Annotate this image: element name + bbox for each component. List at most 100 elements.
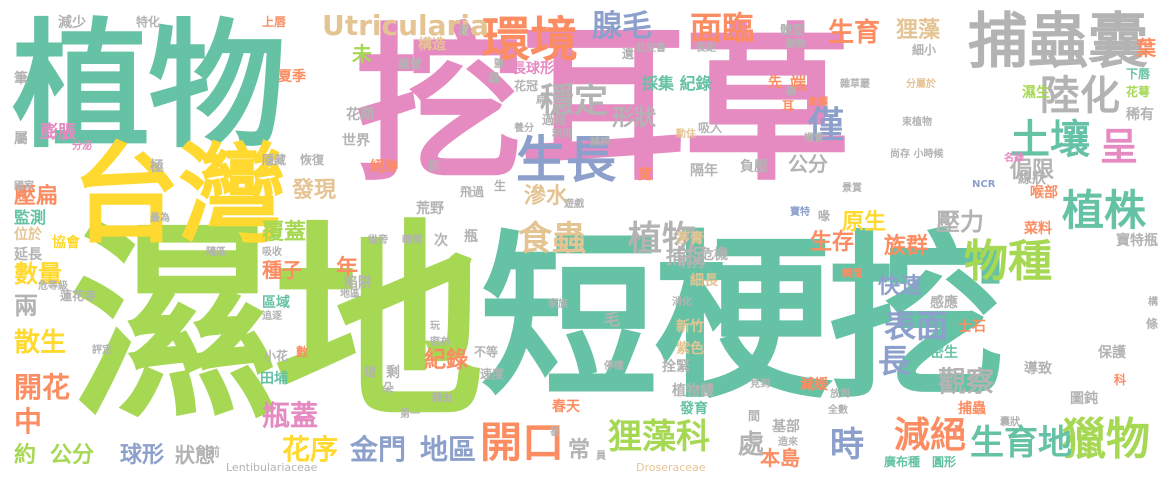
word: 從旁 [368, 235, 388, 246]
word: 覆蓋 [262, 220, 307, 245]
word: 常 [568, 438, 591, 463]
word: 蟲 [488, 71, 501, 85]
word: 隔年 [690, 163, 718, 179]
word: 動住 [676, 129, 696, 140]
word: 尚存 小時候 [890, 149, 944, 160]
word: 密生 [930, 345, 958, 361]
word: 面臨 [690, 9, 755, 47]
word: 採集 紀錄 [642, 74, 712, 93]
word: 細長 [690, 273, 718, 289]
word: 基部 [772, 419, 800, 435]
word: 恢復 [300, 153, 325, 167]
word: 喉部 [1030, 185, 1058, 201]
word: 喙 [818, 209, 831, 223]
word: 士石 [958, 319, 986, 335]
word: 未 [352, 42, 372, 66]
word: 瓶蓋 [262, 399, 319, 432]
word: 極 [150, 159, 164, 175]
word: 新竹 [676, 319, 704, 335]
word: 數 [296, 345, 309, 359]
word: 生育地 [970, 423, 1072, 463]
word: 狀態 [175, 443, 215, 467]
word: 下唇 [1126, 67, 1151, 81]
word: 利用 [552, 129, 572, 140]
word: 蓮花寺 [60, 289, 97, 303]
word: 最為 [150, 213, 170, 224]
word: 拴緊 [662, 359, 690, 375]
word: 機會 [804, 133, 824, 144]
word: 國家 [14, 181, 34, 192]
word: 土壤 [1010, 117, 1090, 163]
word: 地區 [420, 433, 477, 466]
word: 筆 [14, 71, 28, 87]
word: 不等 [474, 345, 499, 359]
word: 員 [596, 451, 606, 462]
word: 花萼 [1126, 85, 1151, 99]
word: 獵物 [1062, 414, 1150, 465]
word-large: 挖耳草 [355, 8, 851, 204]
word: 毛 [604, 310, 621, 329]
word: 紀錄 [424, 348, 469, 373]
word: 屬 [14, 131, 28, 147]
word: 壓力 [936, 208, 984, 236]
word: 鹽 [494, 59, 504, 70]
word: 吸收 [262, 247, 282, 258]
word: 端 [790, 74, 807, 93]
word: 扁 [536, 95, 546, 106]
word: 次 [434, 233, 448, 249]
word: 花期 [346, 107, 374, 123]
word: 圓形 [932, 455, 957, 469]
word: 長 [878, 342, 911, 380]
word: 寶特 [790, 207, 810, 218]
word: 約 [14, 443, 37, 468]
word: 協會 [52, 235, 80, 251]
word: 剩 [386, 365, 400, 381]
word: 春天 [552, 399, 580, 415]
word: 稀有 [1126, 107, 1154, 123]
word: 植物體 [672, 383, 714, 399]
word: 轉開 [402, 235, 422, 246]
word: 觀察 [938, 365, 995, 398]
word: 位於 [14, 227, 42, 243]
word: 侷限 [1010, 158, 1055, 183]
word: 延長 [14, 247, 42, 263]
word: 雜草叢 [840, 79, 870, 90]
word: 危機 [700, 247, 728, 263]
word: 世界 [342, 133, 370, 149]
word: 物種 [964, 236, 1052, 287]
word: 狸藻 [896, 18, 941, 43]
word: 僅 [808, 105, 845, 146]
word: 構 [1148, 297, 1158, 308]
word: 體型 [780, 23, 805, 37]
word: 地區 [340, 289, 360, 300]
word: 生 [494, 179, 507, 193]
word: 捕抓 [590, 137, 610, 148]
word: 條 [1146, 317, 1159, 331]
word: 捕蟲 [958, 401, 986, 417]
word: 前 [208, 445, 221, 459]
word: 危等級 [38, 281, 68, 292]
word: 夏季 [278, 69, 306, 85]
word: 吸入 [698, 121, 723, 135]
word: 波 [458, 23, 471, 37]
word: 捕蟲囊 [968, 7, 1148, 77]
word: 隨區 [206, 247, 226, 258]
word: 數量 [14, 260, 62, 288]
word: Lentibulariaceae [226, 461, 318, 474]
word: 瞬間 [842, 269, 862, 280]
word: 線狀 [1018, 171, 1046, 187]
word: 先 [768, 75, 782, 91]
word: 球形 [120, 443, 165, 468]
word: 藉由 [432, 393, 452, 404]
word: 狸藻科 [608, 417, 710, 457]
word: 密布 [430, 337, 450, 348]
word: 朵 [382, 381, 395, 395]
word: 景賞 [842, 183, 862, 194]
word: 分泌 [72, 141, 92, 152]
word: 特化 [136, 15, 161, 29]
word: 環境 [482, 12, 579, 68]
word: 玩 [430, 321, 440, 332]
word: 原生 [842, 210, 887, 235]
word: 壓扁 [14, 184, 59, 209]
